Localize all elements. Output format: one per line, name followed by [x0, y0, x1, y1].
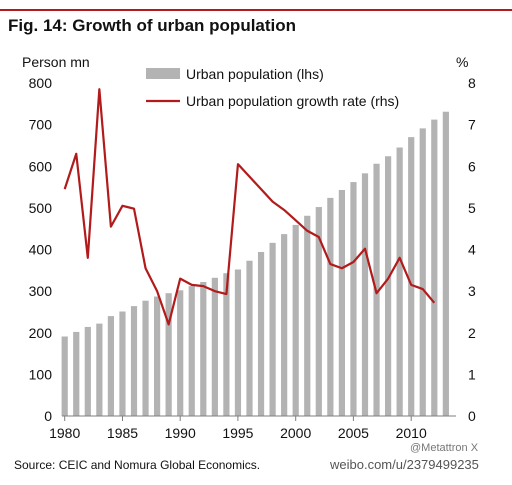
y-left-tick-500: 500 [29, 200, 53, 216]
y-right-tick-7: 7 [468, 117, 476, 133]
legend: Urban population (lhs) Urban population … [146, 66, 399, 109]
bar-1984 [107, 316, 114, 416]
bar-2002 [315, 207, 322, 416]
bar-2004 [338, 189, 345, 416]
bar-2003 [327, 197, 334, 416]
y-right-tick-0: 0 [468, 408, 476, 424]
title-rule [0, 9, 512, 11]
y-right-tick-2: 2 [468, 325, 476, 341]
bar-2010 [408, 137, 415, 417]
bar-2005 [350, 182, 357, 416]
line-layer [63, 88, 436, 326]
bar-2011 [419, 128, 426, 416]
y-left-tick-400: 400 [29, 242, 53, 258]
x-tick-label-1990: 1990 [165, 425, 196, 441]
bar-1983 [96, 323, 103, 416]
y-right-tick-5: 5 [468, 200, 476, 216]
bar-1981 [73, 331, 80, 416]
x-tick-label-2000: 2000 [280, 425, 311, 441]
source-note: Source: CEIC and Nomura Global Economics… [14, 458, 261, 472]
bar-1992 [200, 281, 207, 416]
bar-1990 [177, 290, 184, 416]
x-tick-label-1980: 1980 [49, 425, 80, 441]
bar-1994 [223, 273, 230, 416]
bar-1982 [84, 326, 91, 416]
y-left-tick-100: 100 [29, 366, 53, 382]
watermark-url: weibo.com/u/2379499235 [330, 457, 479, 472]
bar-2001 [304, 215, 311, 416]
x-tick-label-1985: 1985 [107, 425, 138, 441]
y-right-tick-8: 8 [468, 75, 476, 91]
bar-1991 [188, 286, 195, 416]
x-tick-label-2010: 2010 [396, 425, 427, 441]
legend-swatch-bars [146, 68, 180, 79]
x-tick-label-2005: 2005 [338, 425, 369, 441]
left-axis-title: Person mn [22, 54, 90, 70]
bars-layer [61, 111, 449, 417]
right-axis-title: % [456, 54, 468, 70]
bar-2006 [361, 173, 369, 416]
legend-label-line: Urban population growth rate (rhs) [186, 93, 399, 109]
bar-2000 [292, 224, 299, 416]
bar-1995 [234, 269, 242, 416]
y-right-tick-1: 1 [468, 366, 476, 382]
bar-1993 [211, 277, 218, 416]
y-left-tick-700: 700 [29, 117, 53, 133]
bar-1985 [119, 311, 126, 416]
y-left-tick-800: 800 [29, 75, 53, 91]
ticks-layer: 0 100 200 300 400 500 600 700 800 0 1 2 3 4 5 6 7 8 1980 19… [29, 75, 476, 441]
bar-1986 [130, 306, 138, 416]
bar-1988 [154, 296, 161, 416]
bar-1999 [281, 234, 288, 416]
y-right-tick-6: 6 [468, 158, 476, 174]
bar-1996 [246, 260, 253, 416]
bar-2008 [385, 156, 392, 416]
watermark-handle: @Metattron X [410, 442, 479, 454]
x-tick-label-1995: 1995 [222, 425, 253, 441]
bar-1997 [257, 252, 265, 416]
bar-1989 [165, 293, 172, 416]
legend-label-bars: Urban population (lhs) [186, 66, 324, 82]
bar-2012 [431, 119, 438, 416]
y-left-tick-0: 0 [44, 408, 52, 424]
y-right-tick-3: 3 [468, 283, 476, 299]
bar-2013 [442, 111, 449, 416]
bar-1980 [61, 336, 68, 416]
bar-2009 [396, 147, 403, 416]
bar-1998 [269, 242, 276, 416]
y-left-tick-600: 600 [29, 158, 53, 174]
y-right-tick-4: 4 [468, 242, 476, 258]
y-left-tick-300: 300 [29, 283, 53, 299]
growth-rate-line [63, 88, 436, 326]
y-left-tick-200: 200 [29, 325, 53, 341]
figure-title: Fig. 14: Growth of urban population [8, 16, 297, 35]
bar-1987 [142, 300, 149, 416]
